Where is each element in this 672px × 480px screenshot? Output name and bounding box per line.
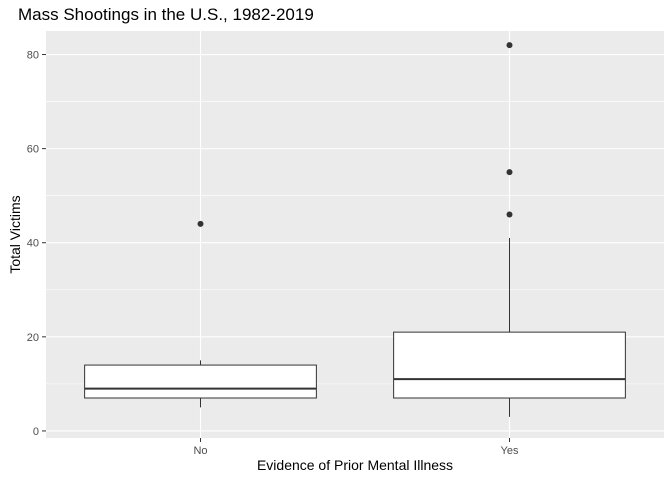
- x-axis-title: Evidence of Prior Mental Illness: [257, 457, 453, 473]
- y-tick-label: 0: [33, 426, 39, 438]
- outlier-point: [506, 169, 513, 176]
- box-body: [393, 331, 626, 399]
- x-tick-label: Yes: [501, 445, 519, 457]
- chart-title: Mass Shootings in the U.S., 1982-2019: [18, 5, 314, 24]
- y-tick-label: 60: [27, 144, 39, 156]
- x-tick-label: No: [193, 445, 207, 457]
- outlier-point: [197, 220, 204, 227]
- x-axis: No Yes: [193, 438, 519, 457]
- box-layer: [84, 42, 626, 417]
- y-tick-label: 80: [27, 50, 39, 62]
- y-axis: 0 20 40 60 80: [27, 50, 46, 438]
- box-yes: [393, 42, 626, 417]
- outlier-point: [506, 42, 513, 49]
- y-tick-label: 20: [27, 332, 39, 344]
- outlier-point: [506, 211, 513, 218]
- y-axis-title: Total Victims: [7, 195, 23, 273]
- y-tick-label: 40: [27, 238, 39, 250]
- box-no: [84, 220, 317, 408]
- box-body: [84, 364, 317, 399]
